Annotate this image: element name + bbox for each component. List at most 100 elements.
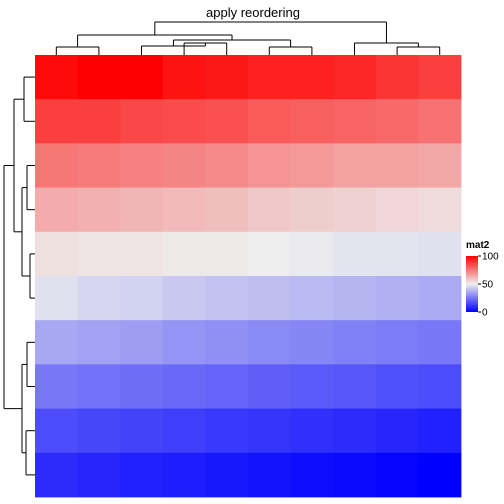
heatmap-cell xyxy=(162,231,206,277)
heatmap-cell xyxy=(418,408,462,454)
heatmap-cell xyxy=(248,452,291,498)
heatmap-cell xyxy=(77,99,121,144)
heatmap-cell xyxy=(120,187,164,233)
heatmap-cell xyxy=(35,320,78,365)
legend: mat2 100 50 0 xyxy=(466,240,499,319)
heatmap-cell xyxy=(35,231,78,277)
heatmap-cell xyxy=(77,143,121,188)
heatmap-cell xyxy=(205,55,249,100)
heatmap-cell xyxy=(375,408,419,454)
heatmap-cell xyxy=(290,320,334,365)
heatmap-cell xyxy=(375,143,419,188)
heatmap-cell xyxy=(290,187,334,233)
heatmap-cell xyxy=(418,187,462,233)
heatmap-cell xyxy=(205,231,249,277)
heatmap-cell xyxy=(290,364,334,409)
heatmap-cell xyxy=(205,276,249,321)
heatmap-cell xyxy=(418,320,462,365)
heatmap-cell xyxy=(333,187,377,233)
heatmap-cell xyxy=(418,276,462,321)
legend-tick-label: 100 xyxy=(482,252,499,263)
heatmap-cell xyxy=(248,276,291,321)
heatmap-cell xyxy=(248,320,291,365)
heatmap-cell xyxy=(35,187,78,233)
heatmap-cell xyxy=(162,408,206,454)
heatmap-cell xyxy=(248,99,291,144)
heatmap-cell xyxy=(77,452,121,498)
heatmap-cell xyxy=(375,231,419,277)
heatmap-cell xyxy=(120,276,164,321)
heatmap-cell xyxy=(333,320,377,365)
heatmap-cell xyxy=(77,231,121,277)
heatmap-cell xyxy=(375,452,419,498)
heatmap-cell xyxy=(290,99,334,144)
heatmap-cell xyxy=(35,55,78,100)
heatmap-cell xyxy=(248,231,291,277)
heatmap-cell xyxy=(35,408,78,454)
chart-title: apply reordering xyxy=(206,5,300,20)
heatmap-cell xyxy=(333,55,377,100)
heatmap-cell xyxy=(35,276,78,321)
heatmap-cell xyxy=(120,231,164,277)
heatmap-cell xyxy=(162,55,206,100)
heatmap-cell xyxy=(205,320,249,365)
heatmap-cell xyxy=(120,99,164,144)
heatmap-cell xyxy=(333,231,377,277)
heatmap-cell xyxy=(162,99,206,144)
heatmap-cell xyxy=(333,276,377,321)
heatmap-cell xyxy=(375,364,419,409)
heatmap-cell xyxy=(333,99,377,144)
heatmap-cell xyxy=(162,143,206,188)
heatmap-cell xyxy=(248,408,291,454)
heatmap-cell xyxy=(418,143,462,188)
heatmap-cell xyxy=(162,187,206,233)
heatmap-cell xyxy=(333,452,377,498)
heatmap-cell xyxy=(418,99,462,144)
heatmap-cell xyxy=(375,320,419,365)
heatmap-cell xyxy=(162,320,206,365)
heatmap-cell xyxy=(35,143,78,188)
legend-title: mat2 xyxy=(466,240,490,251)
heatmap-cell xyxy=(375,187,419,233)
legend-tick-label: 50 xyxy=(482,280,494,291)
heatmap-cell xyxy=(333,364,377,409)
heatmap-cell xyxy=(333,143,377,188)
heatmap-cell xyxy=(290,276,334,321)
legend-tick-label: 0 xyxy=(482,308,488,319)
heatmap-cell xyxy=(205,99,249,144)
heatmap-cell xyxy=(205,187,249,233)
heatmap-cell xyxy=(77,408,121,454)
heatmap-cell xyxy=(205,408,249,454)
heatmap-cell xyxy=(77,320,121,365)
heatmap-cell xyxy=(248,364,291,409)
heatmap-cell xyxy=(205,364,249,409)
heatmap-cell xyxy=(418,364,462,409)
heatmap-cell xyxy=(418,55,462,100)
heatmap-cell xyxy=(35,99,78,144)
heatmap-cell xyxy=(290,143,334,188)
row-dendrogram xyxy=(3,76,35,476)
heatmap-cell xyxy=(418,231,462,277)
heatmap-cell xyxy=(77,276,121,321)
heatmap-cells xyxy=(35,55,462,498)
heatmap-cell xyxy=(375,276,419,321)
heatmap-cell xyxy=(290,452,334,498)
heatmap-cell xyxy=(418,452,462,498)
heatmap-cell xyxy=(375,55,419,100)
heatmap-cell xyxy=(120,408,164,454)
heatmap-cell xyxy=(35,364,78,409)
legend-colorbar xyxy=(466,256,478,312)
heatmap-cell xyxy=(290,231,334,277)
heatmap-cell xyxy=(205,452,249,498)
heatmap-cell xyxy=(375,99,419,144)
heatmap-cell xyxy=(35,452,78,498)
heatmap-cell xyxy=(162,364,206,409)
heatmap-cell xyxy=(120,452,164,498)
heatmap-cell xyxy=(248,55,291,100)
heatmap-cell xyxy=(77,55,121,100)
heatmap-cell xyxy=(290,55,334,100)
heatmap-cell xyxy=(205,143,249,188)
heatmap-cell xyxy=(120,364,164,409)
column-dendrogram xyxy=(55,21,441,55)
